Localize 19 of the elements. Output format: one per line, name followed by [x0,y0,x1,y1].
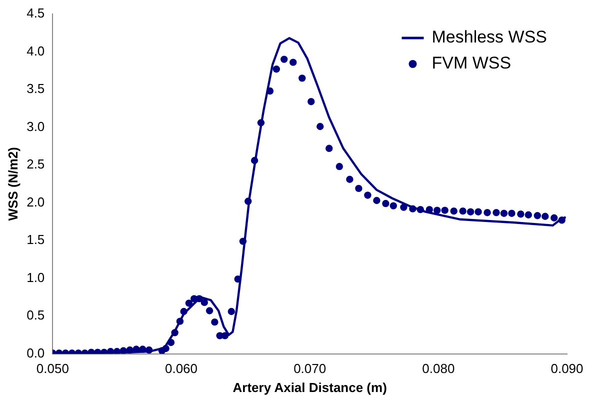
y-tick-label: 2.0 [26,194,45,210]
x-axis-title: Artery Axial Distance (m) [232,380,387,395]
x-tick-label: 0.060 [164,361,198,376]
y-axis-title: WSS (N/m2) [5,147,20,221]
legend-label: Meshless WSS [432,28,547,47]
x-tick-label: 0.080 [422,361,455,376]
x-tick-label: 0.050 [36,361,69,376]
x-tick-label: 0.090 [550,361,584,376]
legend-label: FVM WSS [432,54,512,73]
y-tick-label: 3.0 [26,118,45,134]
y-tick-label: 4.5 [26,6,45,21]
x-tick-label: 0.070 [294,361,326,376]
y-tick-label: 1.5 [26,232,45,248]
y-tick-label: 4.0 [26,43,45,58]
y-tick-label: 3.5 [26,81,45,96]
y-tick-label: 0.5 [26,308,45,323]
y-tick-label: 0.0 [26,345,45,360]
y-tick-label: 2.5 [26,156,45,172]
y-tick-label: 1.0 [26,270,45,285]
